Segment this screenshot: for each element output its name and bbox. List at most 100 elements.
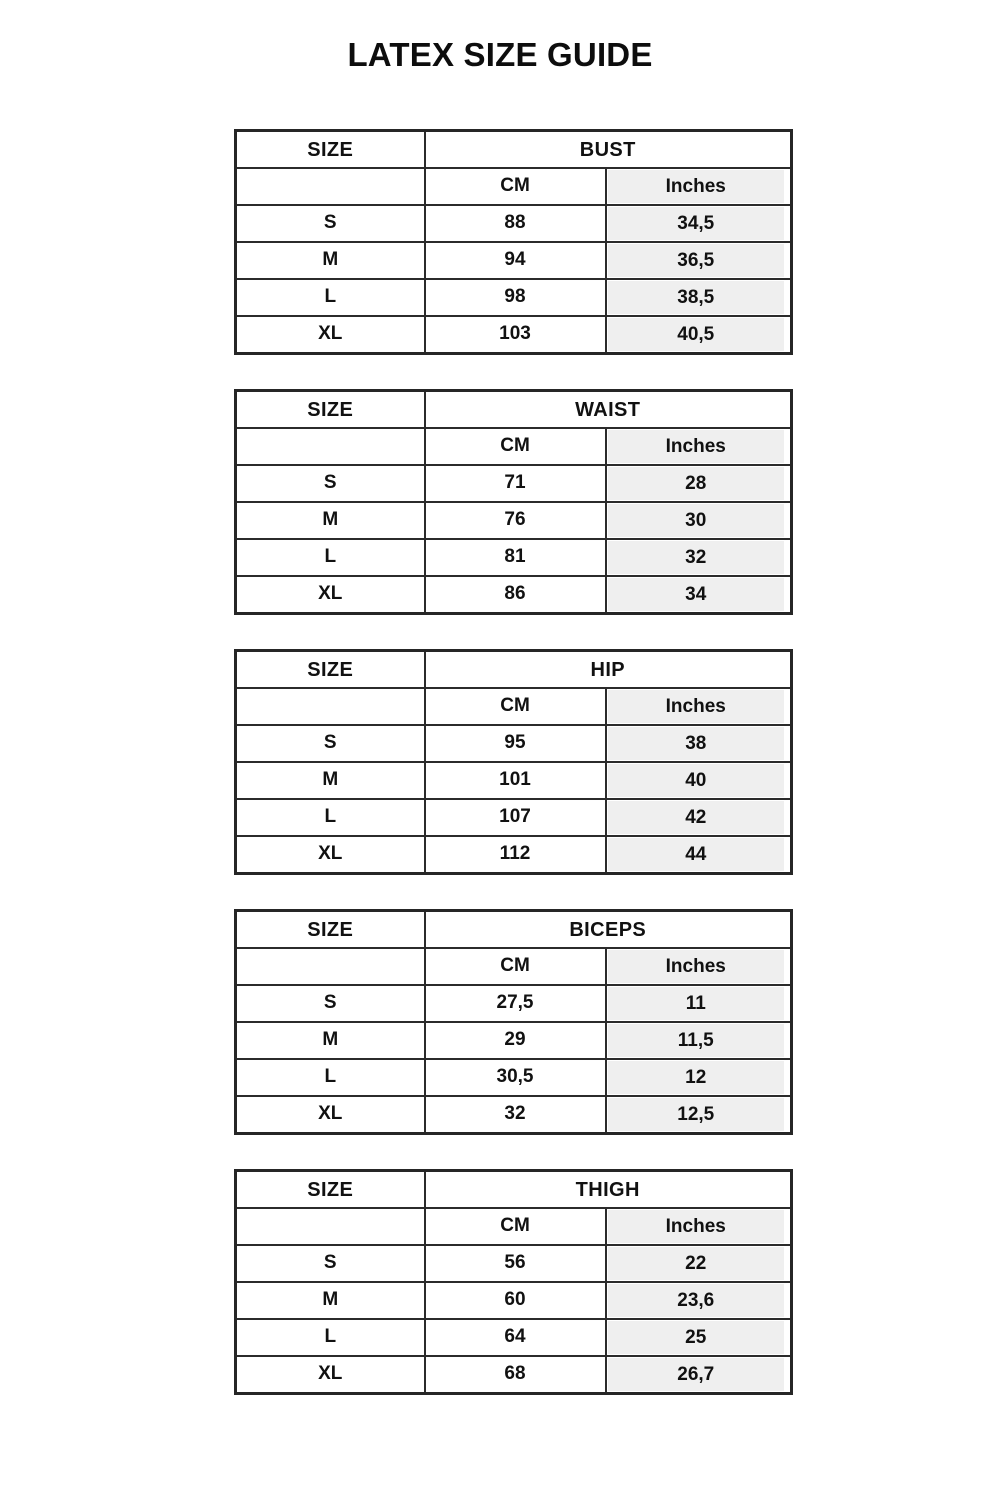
cell-inches-value: 11 (607, 987, 784, 1020)
cell-inches-value: 25 (607, 1321, 784, 1354)
cell-size: M (234, 1021, 426, 1060)
table-row: L 81 32 (234, 538, 793, 577)
cell-inches: 34 (604, 575, 793, 615)
cell-inches: 32 (604, 538, 793, 577)
cell-cm: 71 (423, 464, 607, 503)
measure-header-thigh: THIGH (423, 1169, 793, 1209)
empty-cell (234, 427, 426, 466)
cell-cm: 32 (423, 1095, 607, 1135)
size-table-thigh: SIZE THIGH CM Inches S 56 22 M 60 23,6 L 64 25 XL 68 26… (234, 1169, 793, 1395)
cell-size: S (234, 1244, 426, 1283)
cell-size: XL (234, 575, 426, 615)
column-header-cm: CM (423, 687, 607, 726)
cell-inches: 36,5 (604, 241, 793, 280)
cell-size: M (234, 1281, 426, 1320)
cell-inches: 11 (604, 984, 793, 1023)
cell-cm: 30,5 (423, 1058, 607, 1097)
cell-size: S (234, 204, 426, 243)
cell-cm: 60 (423, 1281, 607, 1320)
cell-size: XL (234, 1355, 426, 1395)
table-row: M 76 30 (234, 501, 793, 540)
cell-cm: 68 (423, 1355, 607, 1395)
table-unit-row: CM Inches (234, 1207, 793, 1246)
cell-inches-value: 42 (607, 801, 785, 834)
cell-inches-value: 38,5 (607, 281, 785, 314)
cell-inches: 28 (604, 464, 793, 503)
table-row: M 29 11,5 (234, 1021, 793, 1060)
size-table-hip: SIZE HIP CM Inches S 95 38 M 101 40 L 107 42 XL 112 44 (234, 649, 794, 875)
column-header-inches-label: Inches (607, 430, 784, 463)
cell-size: S (234, 464, 426, 503)
cell-inches: 34,5 (604, 204, 793, 243)
cell-size: L (234, 798, 426, 837)
table-row: XL 103 40,5 (234, 315, 793, 355)
column-header-cm: CM (423, 1207, 607, 1246)
cell-cm: 64 (423, 1318, 607, 1357)
size-table-waist: SIZE WAIST CM Inches S 71 28 M 76 30 L 81 32 XL 86 34 (234, 389, 793, 615)
empty-cell (234, 687, 426, 726)
table-row: M 60 23,6 (234, 1281, 793, 1320)
cell-size: XL (234, 315, 426, 355)
cell-cm: 107 (423, 798, 607, 837)
cell-size: L (234, 538, 426, 577)
cell-inches: 40,5 (604, 315, 793, 355)
column-header-inches: Inches (604, 687, 793, 726)
cell-size: M (234, 761, 426, 800)
cell-inches: 12 (604, 1058, 793, 1097)
column-header-inches: Inches (604, 427, 793, 466)
cell-inches-value: 32 (607, 541, 784, 574)
cell-inches: 38 (604, 724, 793, 763)
column-header-inches: Inches (604, 947, 793, 986)
cell-inches: 22 (604, 1244, 793, 1283)
table-row: S 95 38 (234, 724, 793, 763)
table-row: L 107 42 (234, 798, 793, 837)
cell-cm: 103 (423, 315, 607, 355)
cell-cm: 101 (423, 761, 607, 800)
cell-size: XL (234, 1095, 426, 1135)
cell-size: S (234, 724, 426, 763)
cell-inches-value: 34 (607, 578, 784, 611)
cell-inches-value: 44 (607, 838, 785, 871)
cell-inches: 12,5 (604, 1095, 793, 1135)
cell-inches-value: 34,5 (607, 207, 785, 240)
cell-cm: 81 (423, 538, 607, 577)
cell-inches: 26,7 (604, 1355, 793, 1395)
measure-header-hip: HIP (423, 649, 793, 689)
table-header-row: SIZE BICEPS (234, 909, 793, 949)
empty-cell (234, 167, 426, 206)
table-header-row: SIZE WAIST (234, 389, 793, 429)
cell-inches-value: 40,5 (607, 318, 785, 351)
cell-size: S (234, 984, 426, 1023)
cell-cm: 95 (423, 724, 607, 763)
cell-size: M (234, 501, 426, 540)
column-header-cm: CM (423, 167, 607, 206)
cell-inches: 25 (604, 1318, 793, 1357)
table-row: XL 86 34 (234, 575, 793, 615)
table-row: L 30,5 12 (234, 1058, 793, 1097)
table-row: XL 112 44 (234, 835, 793, 875)
table-row: L 98 38,5 (234, 278, 793, 317)
cell-cm: 29 (423, 1021, 607, 1060)
cell-inches-value: 30 (607, 504, 784, 537)
column-header-size: SIZE (234, 909, 426, 949)
cell-cm: 76 (423, 501, 607, 540)
column-header-inches-label: Inches (607, 690, 785, 723)
table-row: S 56 22 (234, 1244, 793, 1283)
cell-inches-value: 40 (607, 764, 785, 797)
size-table-bust: SIZE BUST CM Inches S 88 34,5 M 94 36,5 L 98 38,5 XL 1… (234, 129, 794, 355)
cell-inches: 44 (604, 835, 793, 875)
table-row: S 88 34,5 (234, 204, 793, 243)
cell-cm: 56 (423, 1244, 607, 1283)
cell-inches-value: 36,5 (607, 244, 785, 277)
measure-header-bust: BUST (423, 129, 793, 169)
cell-inches-value: 11,5 (607, 1024, 784, 1057)
table-header-row: SIZE HIP (234, 649, 793, 689)
cell-cm: 27,5 (423, 984, 607, 1023)
cell-inches-value: 23,6 (607, 1284, 784, 1317)
cell-size: L (234, 1318, 426, 1357)
cell-inches-value: 12,5 (607, 1098, 784, 1131)
empty-cell (234, 947, 426, 986)
table-unit-row: CM Inches (234, 687, 793, 726)
cell-inches: 42 (604, 798, 793, 837)
